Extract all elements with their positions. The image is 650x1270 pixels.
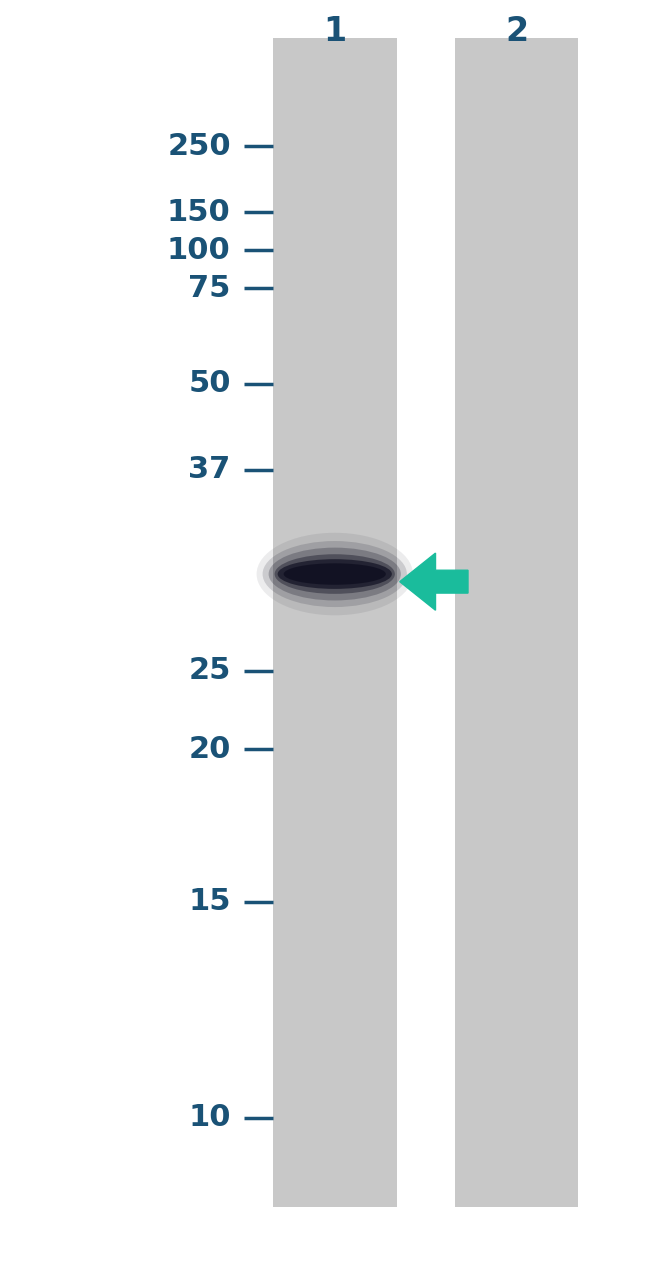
Bar — [455, 38, 578, 1206]
Text: 75: 75 — [188, 274, 231, 302]
Text: 20: 20 — [188, 735, 231, 763]
Text: 2: 2 — [505, 15, 528, 48]
Text: 15: 15 — [188, 888, 231, 916]
Text: 100: 100 — [167, 236, 231, 264]
Ellipse shape — [263, 541, 407, 607]
Text: 150: 150 — [167, 198, 231, 226]
Text: 250: 250 — [167, 132, 231, 160]
Text: 10: 10 — [188, 1104, 231, 1132]
Ellipse shape — [268, 547, 401, 601]
Text: 37: 37 — [188, 456, 231, 484]
Text: 1: 1 — [323, 15, 346, 48]
Ellipse shape — [278, 559, 392, 589]
Text: 50: 50 — [188, 370, 231, 398]
Ellipse shape — [274, 554, 395, 594]
Ellipse shape — [257, 532, 413, 615]
Text: 25: 25 — [188, 657, 231, 685]
Bar — [273, 38, 396, 1206]
Ellipse shape — [283, 564, 386, 584]
FancyArrow shape — [400, 554, 468, 610]
